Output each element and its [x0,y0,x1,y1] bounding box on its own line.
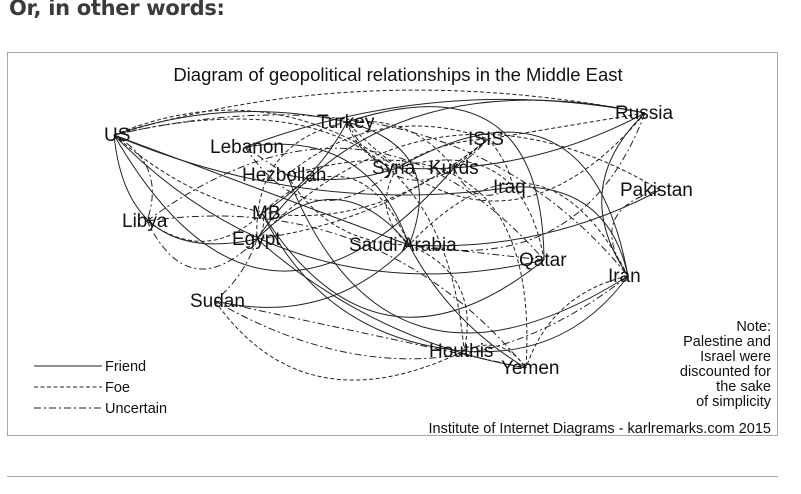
edge-friend [408,244,527,369]
note-line: discounted for [680,364,771,380]
diagram-image: Diagram of geopolitical relationships in… [7,52,778,437]
edge-friend [396,112,646,170]
node-russia: Russia [615,103,674,124]
edge-friend [601,112,646,277]
edge-friend [214,244,410,308]
edge-foe [256,212,265,240]
edge-friend [113,134,410,246]
edge-foe [346,112,646,202]
node-kurds: Kurds [429,158,479,179]
edge-foe [256,138,489,240]
edge-friend [261,212,545,318]
edge-uncertain [453,167,514,196]
node-isis: ISIS [468,129,504,150]
note-line: the sake [716,379,771,395]
edge-uncertain [408,244,545,261]
edge-friend [286,174,629,334]
node-iran: Iran [608,266,641,287]
edge-foe [113,109,398,169]
edge-foe [346,121,398,169]
edge-foe [146,212,263,242]
edge-uncertain [244,146,288,176]
node-turkey: Turkey [317,112,375,133]
edge-friend [261,212,465,352]
divider [7,476,778,477]
edge-foe [113,134,489,217]
edge-friend [286,167,398,181]
edge-foe [408,182,629,277]
edge-friend [346,106,545,261]
section-heading: Or, in other words: [9,0,225,20]
edge-friend [512,186,629,277]
note-line: of simplicity [696,394,772,410]
edges [113,89,661,381]
node-lebanon: Lebanon [210,137,284,158]
edge-foe [261,175,410,246]
node-syria: Syria [372,158,416,179]
edge-uncertain [611,189,661,277]
edge-uncertain [113,114,629,277]
edge-foe [256,121,348,240]
edge-foe [113,89,646,136]
edge-friend [256,198,410,246]
node-hezbollah: Hezbollah [242,165,327,186]
legend-label-friend: Friend [105,359,146,375]
edge-foe [346,120,455,169]
edge-foe [286,174,410,246]
edge-friend [244,143,410,246]
edge-friend [256,238,527,369]
edge-friend [244,98,646,148]
edge-foe [385,167,410,246]
edge-uncertain [214,275,629,360]
edge-friend [113,134,258,245]
note-line: Palestine and [683,334,771,350]
edge-friend [408,189,661,247]
node-pakistan: Pakistan [620,180,693,201]
credit: Institute of Internet Diagrams - karlrem… [429,421,772,437]
edge-foe [463,344,527,369]
node-sudan: Sudan [190,291,245,312]
node-us: US [104,125,130,146]
edge-friend [113,134,545,275]
edge-uncertain [146,215,527,369]
edge-friend [346,121,420,246]
edge-friend [261,121,348,214]
edge-uncertain [244,146,398,202]
edge-foe [256,133,661,240]
edge-friend [463,275,629,353]
node-mb: MB [252,203,281,224]
edge-friend [256,99,646,240]
node-yemen: Yemen [501,358,559,379]
edge-uncertain [113,134,153,222]
node-libya: Libya [122,211,168,232]
note-line: Israel were [700,349,771,365]
note-line: Note: [736,319,771,335]
edge-uncertain [146,220,258,270]
legend-label-uncertain: Uncertain [105,401,167,417]
edge-friend [113,111,348,136]
node-iraq: Iraq [493,177,526,198]
edge-friend [113,134,455,272]
edge-foe [286,125,489,176]
edge-uncertain [346,121,489,181]
edge-friend [113,134,514,196]
edge-foe [525,275,629,369]
node-saudi-arabia: Saudi Arabia [349,235,457,256]
nodes: US Turkey Russia Lebanon ISIS Syria Kurds Hezbo… [104,103,693,379]
relationship-diagram: Diagram of geopolitical relationships in… [34,64,772,437]
edge-uncertain [146,147,545,261]
edge-foe [214,300,465,381]
edge-foe [396,138,489,169]
legend-label-foe: Foe [105,380,130,396]
node-qatar: Qatar [519,250,567,271]
edge-foe [286,159,528,369]
legend: Friend Foe Uncertain [34,359,167,417]
edge-foe [408,244,468,352]
node-egypt: Egypt [232,229,281,250]
diagram-title: Diagram of geopolitical relationships in… [173,64,622,85]
edge-foe [487,138,514,188]
edge-foe [487,112,646,140]
node-houthis: Houthis [429,341,493,362]
